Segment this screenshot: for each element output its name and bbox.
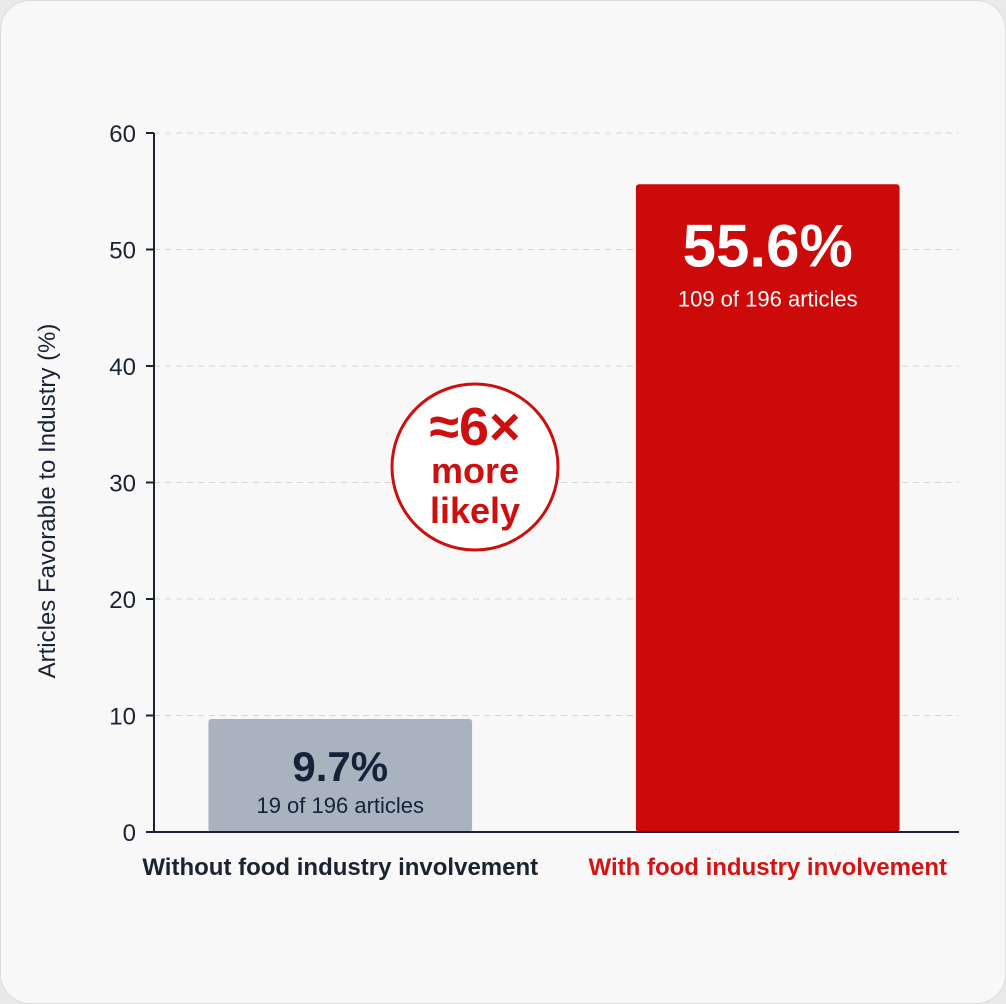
bar-count-label: 109 of 196 articles: [678, 286, 858, 311]
bar: [635, 184, 900, 832]
y-tick-label: 0: [123, 820, 136, 847]
ratio-callout-line1: ≈6×: [429, 397, 520, 457]
ratio-callout-line3: likely: [430, 490, 520, 531]
y-tick-label: 50: [109, 238, 136, 265]
category-labels: Without food industry involvement With fo…: [142, 854, 947, 881]
ratio-callout-circle: [390, 382, 560, 552]
bars: 9.7% 19 of 196 articles 55.6% 109 of 196 ar…: [208, 184, 900, 832]
y-tick-label: 10: [109, 704, 136, 731]
x-category-label: Without food industry involvement: [142, 854, 538, 881]
y-tick-label: 20: [109, 587, 136, 614]
y-tick-label: 40: [109, 354, 136, 381]
y-tick-label: 30: [109, 471, 136, 498]
x-category-label: With food industry involvement: [589, 854, 947, 881]
y-tick-label: 60: [109, 121, 136, 148]
bar: [208, 718, 473, 832]
bar-count-label: 19 of 196 articles: [256, 793, 424, 818]
ratio-callout-line2: more: [431, 450, 519, 491]
bar-value-label: 55.6%: [683, 212, 853, 279]
y-axis-ticks: 0 10 20 30 40 50 60: [109, 121, 154, 847]
bar-value-label: 9.7%: [292, 743, 388, 790]
grid-lines: [154, 132, 959, 716]
y-axis-label: Articles Favorable to Industry (%): [34, 324, 61, 679]
axes: [153, 133, 959, 833]
ratio-callout: ≈6× more likely: [390, 382, 560, 552]
